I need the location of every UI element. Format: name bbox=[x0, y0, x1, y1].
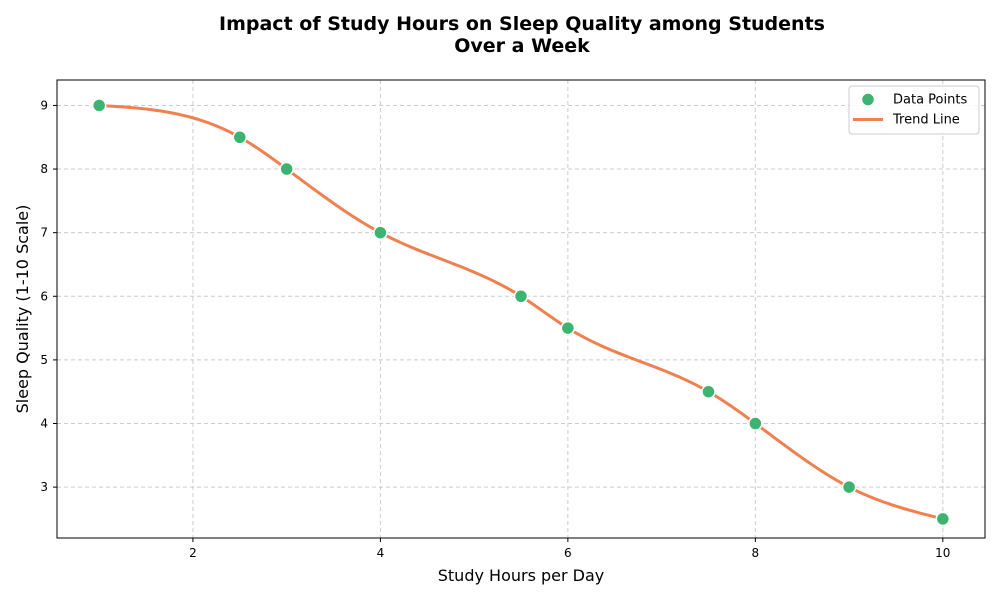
legend: Data Points Trend Line bbox=[848, 85, 980, 135]
y-tick-label: 8 bbox=[40, 162, 48, 176]
data-point bbox=[935, 511, 951, 527]
data-point bbox=[232, 130, 248, 145]
data-point bbox=[279, 161, 294, 177]
legend-marker-data-points bbox=[860, 92, 876, 107]
data-point bbox=[560, 320, 576, 336]
legend-label-trend-line: Trend Line bbox=[892, 113, 960, 128]
x-axis-label: Study Hours per Day bbox=[438, 566, 605, 585]
chart-title-line2: Over a Week bbox=[454, 35, 590, 57]
data-point bbox=[841, 479, 857, 495]
y-tick-label: 9 bbox=[40, 98, 48, 112]
y-axis-label: Sleep Quality (1-10 Scale) bbox=[13, 205, 32, 414]
y-tick-label: 7 bbox=[40, 226, 48, 240]
x-ticks: 2 4 6 8 10 bbox=[189, 538, 950, 560]
trend-line-group bbox=[97, 103, 945, 521]
x-tick-label: 4 bbox=[377, 546, 385, 560]
y-ticks: 3 4 5 6 7 8 9 bbox=[40, 98, 57, 494]
data-point bbox=[513, 289, 529, 304]
data-point bbox=[91, 98, 107, 113]
chart-title-line1: Impact of Study Hours on Sleep Quality a… bbox=[219, 13, 825, 35]
y-tick-label: 6 bbox=[40, 289, 48, 303]
y-tick-label: 3 bbox=[40, 480, 48, 494]
x-tick-label: 10 bbox=[935, 546, 950, 560]
legend-label-data-points: Data Points bbox=[893, 93, 967, 108]
data-point bbox=[373, 225, 388, 240]
x-tick-label: 6 bbox=[564, 546, 572, 560]
y-tick-label: 5 bbox=[40, 353, 48, 367]
grid bbox=[57, 80, 985, 538]
legend-box bbox=[848, 85, 980, 135]
plot-frame bbox=[56, 79, 986, 539]
trend-line bbox=[97, 103, 945, 521]
x-tick-label: 2 bbox=[189, 546, 197, 560]
y-tick-label: 4 bbox=[40, 417, 48, 431]
data-point bbox=[748, 416, 763, 431]
data-point bbox=[701, 384, 716, 399]
data-points-group bbox=[91, 98, 951, 527]
x-tick-label: 8 bbox=[752, 546, 760, 560]
